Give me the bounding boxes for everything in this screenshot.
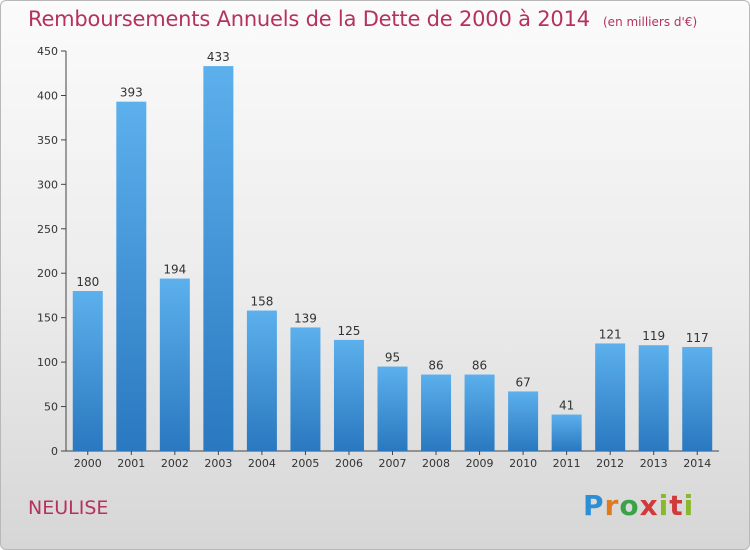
y-tick-label: 0: [51, 445, 58, 458]
x-tick-label: 2000: [74, 457, 102, 470]
y-tick-label: 100: [37, 356, 58, 369]
x-tick-label: 2006: [335, 457, 363, 470]
logo-letter: P: [583, 489, 605, 522]
bar: [72, 291, 103, 451]
x-tick-label: 2008: [422, 457, 450, 470]
y-tick-label: 400: [37, 89, 58, 102]
value-label: 117: [686, 331, 709, 345]
value-label: 158: [250, 295, 273, 309]
bars: [72, 66, 713, 452]
y-tick-label: 350: [37, 134, 58, 147]
y-tick-label: 250: [37, 223, 58, 236]
value-label: 139: [294, 311, 317, 325]
chart-subtitle: (en milliers d'€): [603, 15, 698, 29]
x-axis: 2000 2001 2002 2003 2004 2005 2006 2007 2008 2009…: [66, 450, 719, 470]
x-tick-label: 2010: [509, 457, 537, 470]
value-label: 194: [163, 263, 186, 277]
y-tick-label: 300: [37, 178, 58, 191]
x-tick-label: 2013: [640, 457, 668, 470]
value-label: 95: [385, 351, 400, 365]
bar: [116, 101, 147, 452]
bar: [595, 343, 626, 451]
bar: [203, 66, 234, 451]
y-tick-label: 200: [37, 267, 58, 280]
proxiti-logo[interactable]: Proxiti: [583, 489, 694, 522]
commune-name: NEULISE: [28, 497, 109, 519]
x-tick-label: 2002: [161, 457, 189, 470]
logo-letter: i: [683, 489, 695, 522]
chart-title: Remboursements Annuels de la Dette de 20…: [28, 7, 590, 31]
value-label: 86: [428, 359, 443, 373]
y-tick-label: 50: [44, 401, 58, 414]
bar: [421, 374, 452, 451]
logo-letter: x: [639, 489, 659, 522]
x-tick-label: 2004: [248, 457, 276, 470]
x-tick-label: 2014: [683, 457, 711, 470]
value-label: 393: [120, 86, 143, 100]
logo-letter: t: [669, 489, 684, 522]
bar: [551, 414, 582, 451]
bar: [290, 327, 321, 451]
bar: [246, 310, 277, 451]
x-tick-label: 2011: [553, 457, 581, 470]
x-tick-label: 2007: [379, 457, 407, 470]
bar: [159, 278, 190, 451]
y-axis: 0 50 100 150 200 250 300 350 400 450: [37, 45, 67, 458]
bar: [333, 339, 364, 451]
value-labels: 180 393 194 433 158 139 125 95 86 86 67 41 121 119 117: [76, 50, 708, 412]
bar: [377, 366, 408, 451]
value-label: 180: [76, 275, 99, 289]
value-label: 86: [472, 359, 487, 373]
x-tick-label: 2003: [204, 457, 232, 470]
x-tick-label: 2001: [117, 457, 145, 470]
y-tick-label: 150: [37, 312, 58, 325]
logo-letter: r: [604, 489, 620, 522]
bar: [508, 391, 539, 451]
value-label: 121: [599, 327, 622, 341]
logo-letter: o: [619, 489, 640, 522]
bar: [638, 345, 669, 451]
x-tick-label: 2012: [596, 457, 624, 470]
x-tick-label: 2009: [466, 457, 494, 470]
value-label: 125: [338, 324, 361, 338]
title-row: Remboursements Annuels de la Dette de 20…: [28, 7, 697, 31]
value-label: 119: [642, 329, 665, 343]
value-label: 67: [515, 375, 530, 389]
x-tick-label: 2005: [291, 457, 319, 470]
value-label: 433: [207, 50, 230, 64]
value-label: 41: [559, 399, 574, 413]
logo-letter: i: [658, 489, 670, 522]
bar: [464, 374, 495, 451]
y-tick-label: 450: [37, 45, 58, 58]
bar: [682, 347, 713, 451]
